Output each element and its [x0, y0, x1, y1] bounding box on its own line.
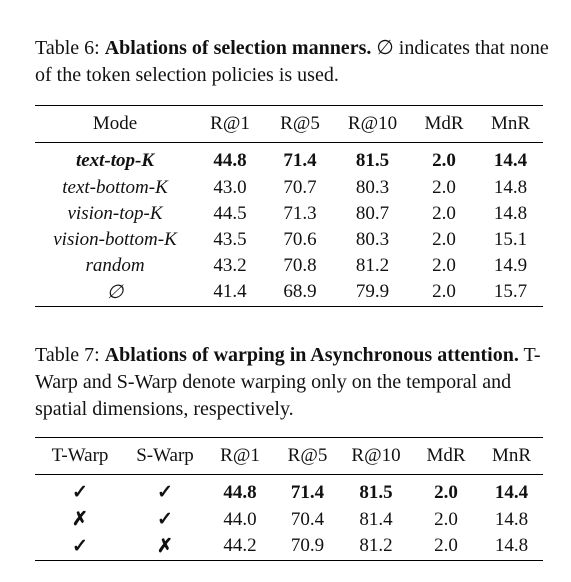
- header-cell: R@10: [351, 445, 401, 466]
- header-cell: MnR: [491, 445, 532, 466]
- cell: 2.0: [434, 481, 458, 503]
- cell: 44.2: [223, 535, 257, 557]
- row: random 43.2 70.8 81.2 2.0 14.9: [35, 253, 543, 279]
- cell: 14.4: [494, 481, 529, 503]
- cell: 15.1: [493, 228, 528, 250]
- cell: 81.2: [359, 535, 393, 557]
- cell: 44.8: [213, 149, 247, 171]
- cell: 2.0: [432, 281, 456, 303]
- header-cell: MdR: [426, 445, 466, 466]
- header-cell: Mode: [92, 113, 138, 134]
- cell: 41.4: [213, 281, 247, 303]
- cell: ✓: [157, 481, 173, 503]
- cell: text-bottom-K: [62, 176, 168, 198]
- cell: 14.8: [494, 508, 529, 530]
- cell: ✓: [72, 481, 88, 503]
- cell: 44.5: [213, 202, 247, 224]
- cell: random: [85, 254, 145, 276]
- row: ✓ ✗ 44.2 70.9 81.2 2.0 14.8: [35, 533, 543, 561]
- cell: 2.0: [432, 149, 456, 171]
- row: ✓ ✓ 44.8 71.4 81.5 2.0 14.4: [35, 475, 543, 507]
- cell: 2.0: [432, 176, 456, 198]
- cell: 2.0: [432, 228, 456, 250]
- caption-text: T-Warp and S-Warp denote warping only on…: [35, 344, 541, 420]
- cell: 70.4: [290, 508, 325, 530]
- cell: ✗: [72, 509, 88, 530]
- table: Mode R@1 R@5 R@10 MdR MnR text-top-K 44.8 71.4 81…: [35, 105, 543, 307]
- cell: 81.2: [355, 254, 390, 276]
- cell: 81.5: [359, 481, 393, 503]
- header-cell: R@5: [287, 445, 328, 466]
- cell: 68.9: [283, 281, 317, 303]
- cell: 14.8: [493, 176, 528, 198]
- header-cell: R@10: [347, 113, 398, 134]
- header-cell: R@1: [220, 445, 260, 466]
- cell: vision-bottom-K: [53, 228, 177, 250]
- cell: 2.0: [434, 535, 458, 557]
- cell: 14.8: [494, 535, 529, 557]
- row: ✗ ✓ 44.0 70.4 81.4 2.0 14.8: [35, 507, 543, 533]
- cell: text-top-K: [75, 149, 155, 171]
- cell: 71.4: [283, 149, 317, 171]
- cell: ✗: [157, 535, 173, 557]
- cell: 80.7: [355, 202, 390, 224]
- caption: Table 7: Ablations of warping in Asynchr…: [35, 342, 550, 423]
- cell: 70.8: [283, 254, 317, 276]
- cell: 80.3: [355, 228, 390, 250]
- header-cell: R@1: [210, 113, 250, 134]
- caption: Table 6: Ablations of selection manners.…: [35, 35, 550, 89]
- header-row: T-Warp S-Warp R@1 R@5 R@10 MdR MnR: [35, 437, 543, 475]
- caption-title: Ablations of warping in Asynchronous att…: [104, 344, 519, 366]
- cell: 70.9: [290, 535, 325, 557]
- caption-label: Table 7:: [35, 344, 100, 366]
- row: text-top-K 44.8 71.4 81.5 2.0 14.4: [35, 143, 543, 175]
- cell: 43.2: [213, 254, 247, 276]
- cell: 14.8: [493, 202, 528, 224]
- header-cell: R@5: [280, 113, 320, 134]
- cell: ✓: [72, 535, 88, 557]
- row: vision-top-K 44.5 71.3 80.7 2.0 14.8: [35, 201, 543, 227]
- cell: 43.5: [213, 228, 247, 250]
- caption-title: Ablations of selection manners.: [104, 37, 372, 59]
- cell: ✓: [157, 509, 173, 530]
- header-cell: T-Warp: [51, 445, 109, 466]
- cell: 70.7: [283, 176, 317, 198]
- header-cell: S-Warp: [136, 445, 194, 466]
- header-cell: MnR: [490, 113, 531, 134]
- cell: 2.0: [434, 508, 458, 530]
- row: ∅ 41.4 68.9 79.9 2.0 15.7: [35, 279, 543, 307]
- caption-label: Table 6:: [35, 37, 100, 59]
- cell: 2.0: [432, 254, 456, 276]
- row: text-bottom-K 43.0 70.7 80.3 2.0 14.8: [35, 175, 543, 201]
- header-cell: MdR: [424, 113, 464, 134]
- header-row: Mode R@1 R@5 R@10 MdR MnR: [35, 105, 543, 143]
- cell: 71.4: [290, 481, 325, 503]
- cell: 43.0: [213, 176, 247, 198]
- table: T-Warp S-Warp R@1 R@5 R@10 MdR MnR ✓ ✓ 44.8 71.4 81…: [35, 437, 543, 561]
- cell: 14.4: [493, 149, 528, 171]
- cell: 15.7: [493, 281, 528, 303]
- cell: vision-top-K: [67, 202, 163, 224]
- cell: ∅: [106, 281, 124, 303]
- cell: 80.3: [355, 176, 390, 198]
- cell: 2.0: [432, 202, 456, 224]
- cell: 81.4: [359, 508, 393, 530]
- row: vision-bottom-K 43.5 70.6 80.3 2.0 15.1: [35, 227, 543, 253]
- cell: 81.5: [355, 149, 390, 171]
- cell: 44.0: [223, 508, 257, 530]
- cell: 44.8: [223, 481, 257, 503]
- cell: 14.9: [493, 254, 528, 276]
- caption-text: ∅ indicates that none of the token selec…: [35, 37, 549, 86]
- cell: 71.3: [283, 202, 317, 224]
- cell: 70.6: [283, 228, 317, 250]
- cell: 79.9: [355, 281, 390, 303]
